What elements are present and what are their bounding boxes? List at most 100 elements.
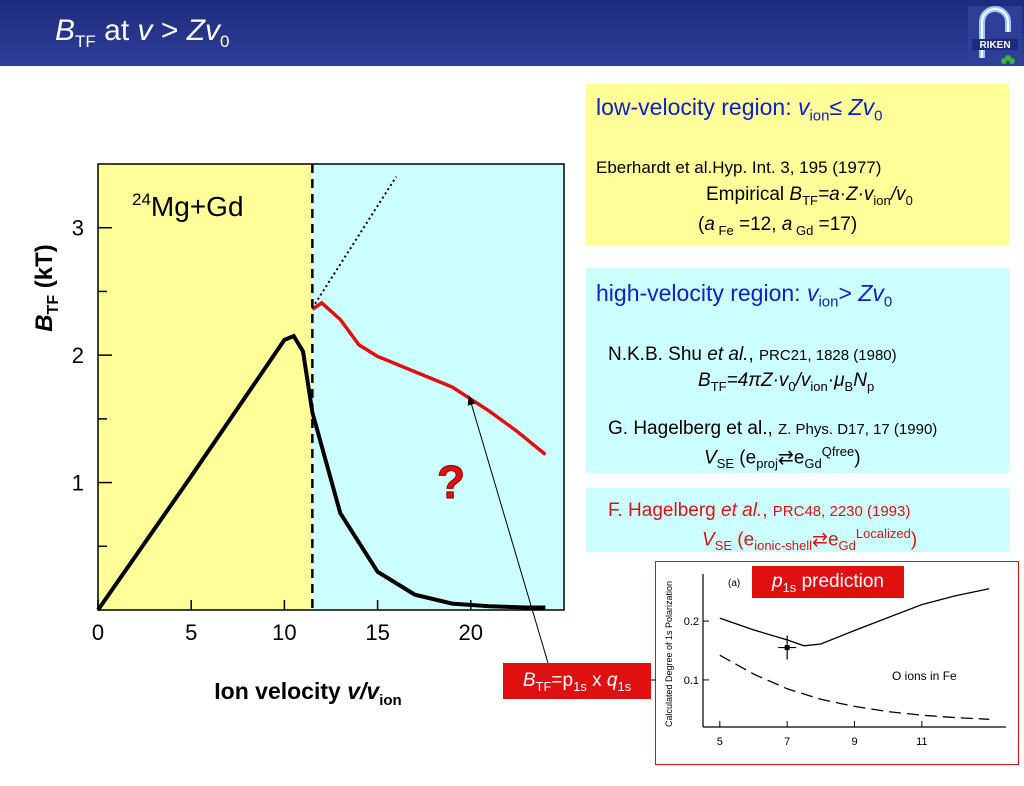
high-heading-ion: ion (818, 293, 839, 311)
hag90-name: G. Hagelberg et al., (608, 418, 779, 439)
hagelberg90-ref: G. Hagelberg et al., Z. Phys. D17, 17 (1… (608, 418, 937, 440)
inset-x-tick-label: 11 (916, 736, 927, 748)
title-b: B (55, 14, 76, 47)
hag90-close: ) (854, 447, 861, 469)
empirical-label: Empirical (706, 184, 790, 205)
question-mark: ? (437, 456, 465, 508)
main-chart: 1 2 3 0 5 10 15 20 24Mg+Gd? Ion velocity v/vion B… (31, 163, 565, 709)
empirical-ion: ion (873, 192, 891, 208)
hag93-etal: et al. (721, 500, 763, 521)
y-tick-label: 2 (72, 343, 84, 368)
hag93-comma: , (762, 500, 773, 521)
shu-journal: PRC21, 1828 (1980) (759, 347, 897, 364)
high-heading-text: high-velocity region: (596, 280, 807, 306)
hag93-localized: Localized (855, 526, 911, 541)
y-axis-label: BTF (kT) (31, 244, 62, 332)
params-end: =17) (813, 214, 858, 235)
params-open: ( (698, 214, 705, 235)
shu-zero: 0 (788, 378, 796, 394)
y-tick-label: 3 (72, 216, 84, 241)
empirical-b: B (789, 184, 803, 205)
shu-p: p (866, 378, 875, 394)
inset-x-tick-label: 7 (784, 736, 790, 748)
x-tick-label: 0 (92, 620, 104, 645)
low-velocity-heading: low-velocity region: vion≤ Zv0 (596, 94, 882, 125)
riken-logo: RIKEN (968, 6, 1022, 64)
shu-eq: =4πZ·v (726, 370, 789, 391)
shu-formula: BTF=4πZ·v0/vion·μBNp (698, 370, 874, 394)
empirical-params: (a Fe =12, a Gd =17) (698, 214, 857, 238)
title-gt: > (152, 14, 187, 47)
x-axis-label: Ion velocity v/vion (214, 678, 401, 709)
inset-dashed-curve (719, 654, 990, 720)
empirical-tail: /v (890, 184, 906, 205)
shu-comma: , (748, 344, 760, 365)
btf-tf: TF (535, 678, 552, 694)
hag93-close: ) (910, 529, 918, 551)
empirical-formula: Empirical BTF=a·Z·vion/v0 (706, 184, 913, 208)
empirical-eq: =a·Z·v (817, 184, 874, 205)
title-zero: 0 (220, 32, 230, 51)
hag90-qfree: Qfree (821, 444, 855, 459)
inset-solid-curve (719, 588, 990, 647)
btf-x: x (586, 670, 607, 691)
high-heading-v: v (806, 280, 819, 306)
shu-name: N.K.B. Shu (608, 344, 708, 365)
shu-b: B (698, 370, 711, 391)
p1s-p: p (772, 571, 783, 592)
inset-y-tick-label: 0.1 (684, 675, 699, 687)
btf-q1s: 1s (617, 678, 632, 694)
inset-annotation: O ions in Fe (892, 669, 957, 683)
shu-etal: et al. (707, 344, 749, 365)
params-fe: Fe (714, 222, 734, 238)
x-tick-label: 5 (185, 620, 197, 645)
p1s-sub: 1s (782, 579, 797, 595)
btf-p1s: 1s (573, 678, 587, 694)
hag90-open: (e (734, 447, 757, 469)
inset-x-tick-label: 9 (851, 736, 857, 748)
inset-chart: 5 7 9 11 0.1 0.2 (a) O ions in Fe Calculated De… (664, 574, 1006, 748)
title-bar: BTF at v > Zv0 RIKEN (0, 0, 1024, 66)
shu-slash: /v (795, 370, 811, 391)
btf-eq: =p (551, 670, 574, 691)
shu-n: N (853, 370, 867, 391)
low-velocity-box: low-velocity region: vion≤ Zv0 Eberhardt… (586, 84, 1009, 245)
hag90-gd: Gd (804, 456, 822, 472)
shu-tf: TF (710, 378, 727, 394)
title-tf: TF (75, 32, 96, 51)
x-tick-label: 15 (365, 620, 389, 645)
hag90-journal: Z. Phys. D17, 17 (1990) (778, 421, 938, 438)
low-heading-ion: ion (809, 107, 830, 125)
shu-ref: N.K.B. Shu et al., PRC21, 1828 (1980) (608, 344, 897, 366)
hag90-v: V (704, 447, 717, 469)
shu-mub: B (844, 378, 854, 394)
high-heading-zv: Zv (858, 280, 884, 306)
low-heading-zero: 0 (874, 107, 883, 125)
empirical-zero: 0 (905, 192, 913, 208)
y-tick-label: 1 (72, 471, 84, 496)
title-at: at (95, 14, 138, 47)
x-tick-label: 10 (272, 620, 296, 645)
shu-mu: ·μ (827, 370, 845, 391)
hagelberg93-box: F. Hagelberg et al., PRC48, 2230 (1993) … (586, 488, 1009, 553)
btf-q: q (606, 670, 618, 691)
high-velocity-region-fill (312, 164, 564, 610)
hag93-arrow: ⇄e (812, 529, 839, 551)
title-v: v (137, 14, 153, 47)
hag93-se: SE (714, 538, 733, 554)
hag93-shell: ionic-shell (754, 538, 813, 554)
params-gd: Gd (792, 222, 814, 238)
hag90-proj: proj (756, 456, 778, 472)
params-mid: =12, (733, 214, 782, 235)
high-heading-zero: 0 (883, 293, 893, 311)
hagelberg93-formula: VSE (eionic-shell⇄eGdLocalized) (702, 526, 917, 553)
hag93-name: F. Hagelberg (608, 500, 722, 521)
btf-product-label: BTF=p1s x q1s (503, 663, 651, 699)
hag90-se: SE (716, 456, 735, 472)
inset-y-tick-label: 0.2 (684, 616, 699, 628)
params-a-gd: a (781, 214, 793, 235)
inset-y-axis-label: Calculated Degree of 1s Polarization (664, 581, 674, 727)
hag93-v: V (702, 529, 715, 551)
low-heading-text: low-velocity region: (596, 94, 798, 120)
hagelberg93-ref: F. Hagelberg et al., PRC48, 2230 (1993) (608, 500, 910, 522)
